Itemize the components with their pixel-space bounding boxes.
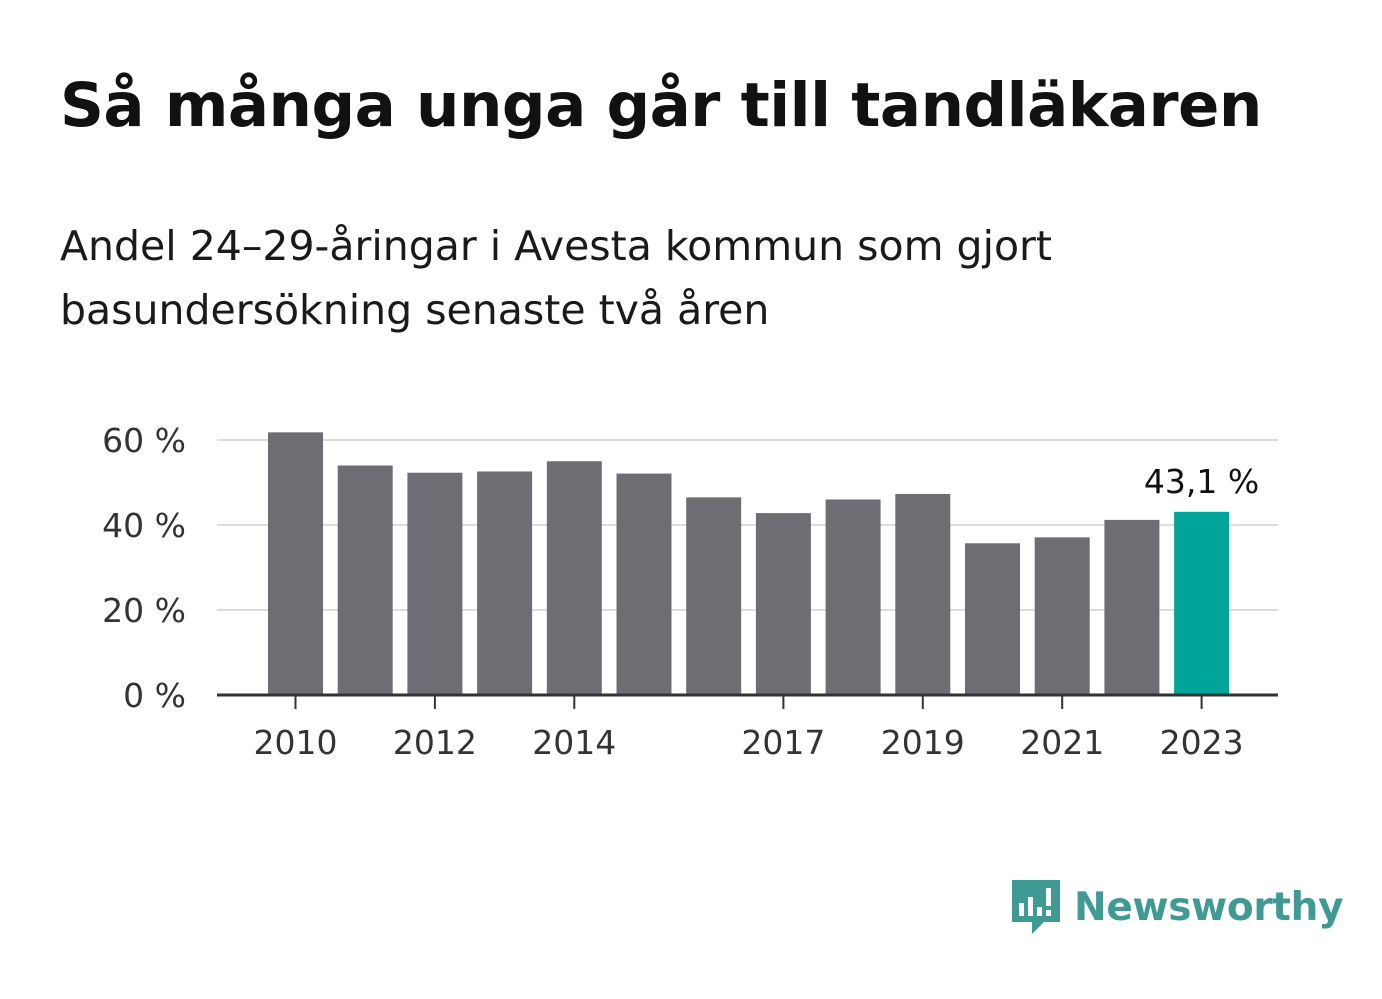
newsworthy-logo-icon [1012,880,1060,934]
newsworthy-logo[interactable]: Newsworthy [1010,876,1344,938]
brand-name: Newsworthy [1074,884,1344,930]
chart-subtitle: Andel 24–29-åringar i Avesta kommun som … [60,222,1052,334]
y-tick-label: 0 % [123,676,186,715]
chart-title: Så många unga går till tandläkaren [60,70,1262,141]
bar [825,499,881,695]
x-tick-label: 2010 [254,723,338,762]
bar [895,493,951,695]
bar [546,461,602,695]
x-tick-label: 2019 [881,723,965,762]
bar [755,513,811,695]
data-label: 43,1 % [1144,462,1259,501]
bars [268,432,1230,695]
bar [407,472,463,695]
bar [616,473,672,695]
y-tick-label: 20 % [102,591,186,630]
bar [477,471,533,695]
bar [1104,519,1160,695]
x-tick-label: 2014 [532,723,616,762]
x-tick-label: 2023 [1160,723,1244,762]
x-tick-label: 2021 [1020,723,1104,762]
tick-labels: 0 % 20 % 40 % 60 % 43,1 % 2010 2012 2014 2017 201… [102,421,1259,762]
x-tick-label: 2012 [393,723,477,762]
bar-highlight [1174,511,1230,695]
bar [1034,537,1090,695]
y-tick-label: 40 % [102,506,186,545]
bar [268,432,323,695]
bar [337,465,393,695]
bar [686,497,742,695]
x-tick-label: 2017 [741,723,825,762]
gridlines [217,439,1278,611]
y-tick-label: 60 % [102,421,186,460]
axes [217,693,1278,709]
bar [965,543,1020,695]
